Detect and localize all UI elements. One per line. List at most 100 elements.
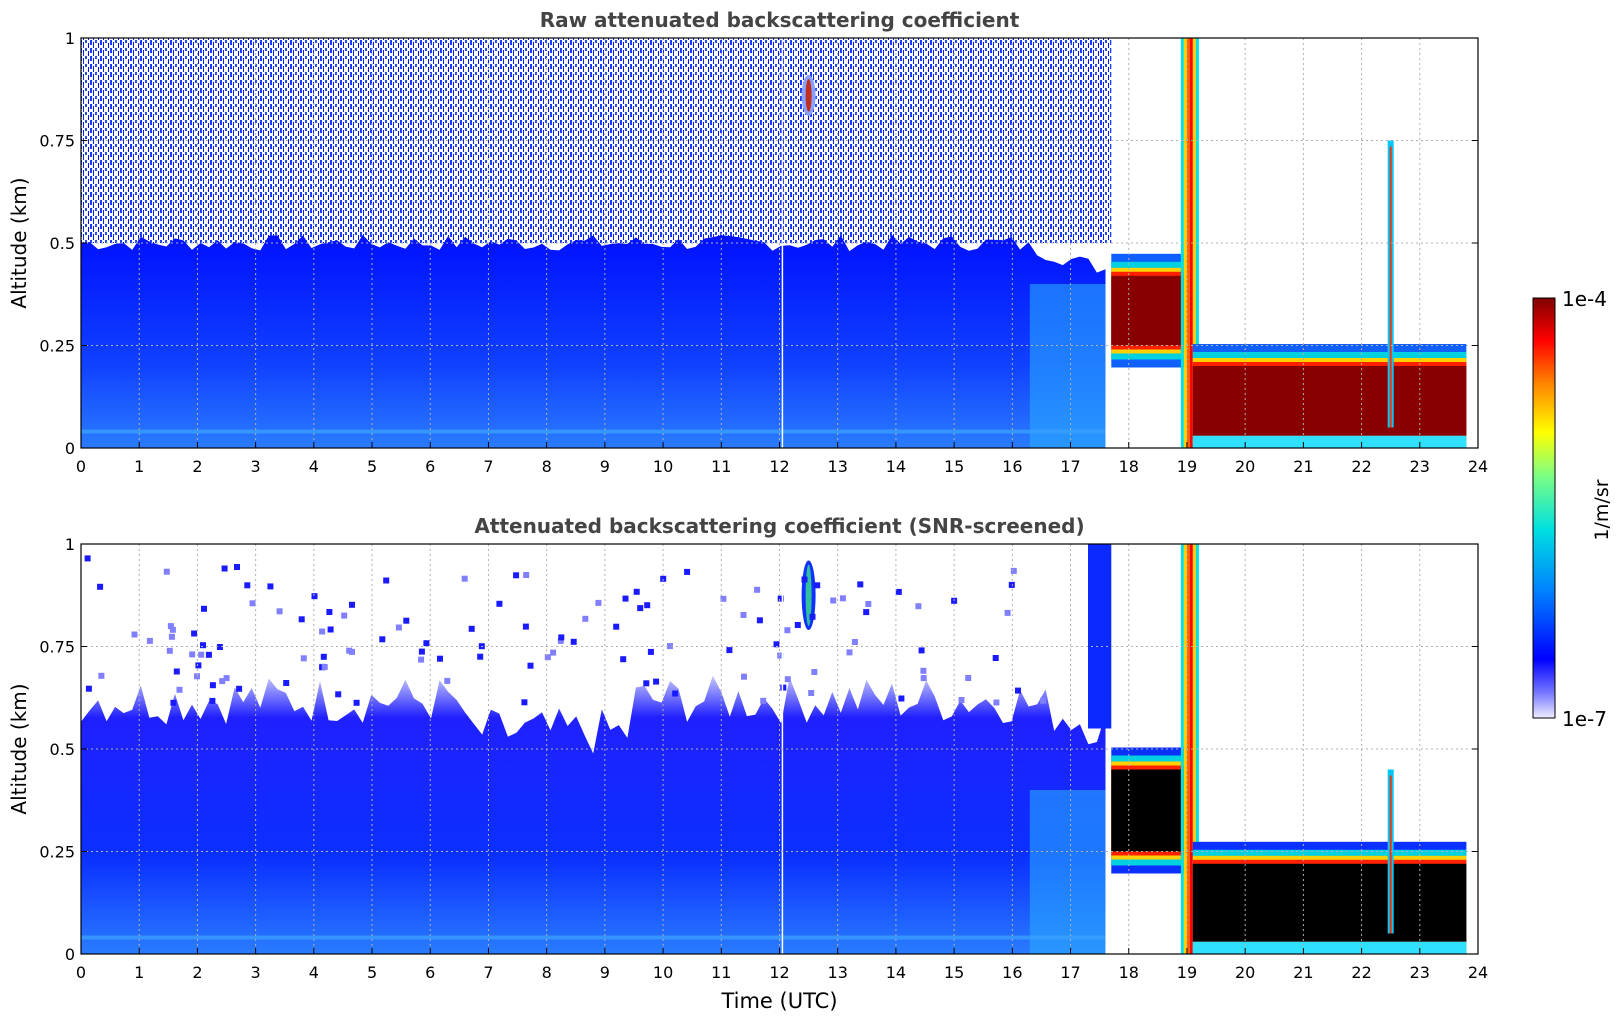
plume-strip: [1186, 544, 1190, 954]
screened-speckle: [527, 662, 534, 669]
screened-speckle: [437, 655, 443, 662]
screened-speckle: [851, 639, 858, 645]
screened-speckle: [234, 564, 240, 570]
screened-speckle: [920, 667, 927, 674]
small-plume-core: [805, 79, 812, 112]
y-tick-label: 0.75: [39, 132, 75, 151]
x-tick-label: 0: [76, 963, 86, 982]
screened-speckle: [550, 649, 557, 656]
screened-speckle: [216, 644, 223, 650]
boundary-layer-brightening: [1029, 284, 1106, 448]
colorbar-gradient: [1532, 297, 1556, 719]
x-tick-label: 4: [309, 457, 319, 476]
x-tick-label: 6: [425, 457, 435, 476]
y-tick-label: 1: [65, 29, 75, 48]
x-tick-label: 18: [1119, 963, 1139, 982]
screened-speckle: [1008, 581, 1015, 588]
screened-speckle: [341, 612, 348, 619]
x-tick-label: 16: [1002, 457, 1022, 476]
x-tick-label: 13: [828, 963, 848, 982]
screened-speckle: [918, 647, 925, 654]
x-tick-label: 7: [483, 963, 493, 982]
screened-speckle: [468, 625, 475, 632]
screened-speckle: [97, 583, 104, 590]
screened-speckle: [846, 649, 853, 656]
boundary-layer-area: [81, 675, 1106, 954]
screened-speckle: [335, 691, 342, 698]
x-tick-label: 2: [192, 457, 202, 476]
screened-speckle: [167, 623, 174, 630]
screened-speckle: [865, 601, 872, 607]
layer-core: [1111, 769, 1187, 852]
x-tick-label: 13: [828, 457, 848, 476]
screened-speckle: [644, 602, 651, 609]
y-axis-label: Altitude (km): [7, 683, 31, 814]
panel-title: Raw attenuated backscattering coefficien…: [540, 8, 1020, 32]
layer-core: [1192, 366, 1467, 436]
y-tick-label: 0.25: [39, 843, 75, 862]
screened-speckle: [209, 697, 216, 704]
screened-speckle: [557, 637, 564, 644]
plume-strip: [1183, 38, 1187, 448]
plot-frame: [80, 37, 1479, 449]
screened-speckle: [613, 623, 620, 630]
plot-frame: [80, 543, 1479, 955]
x-tick-label: 17: [1060, 963, 1080, 982]
x-tick-label: 20: [1235, 963, 1255, 982]
x-tick-label: 8: [542, 963, 552, 982]
screened-speckle: [461, 575, 468, 582]
screened-speckle: [643, 680, 650, 687]
screened-speckle: [321, 664, 328, 670]
screened-speckle: [283, 680, 290, 686]
y-tick-label: 0: [65, 439, 75, 458]
screened-speckle: [379, 636, 386, 643]
x-tick-label: 5: [367, 963, 377, 982]
screened-speckle: [319, 628, 326, 635]
x-tick-label: 21: [1293, 963, 1313, 982]
panel-title: Attenuated backscattering coefficient (S…: [474, 514, 1084, 538]
x-tick-label: 18: [1119, 457, 1139, 476]
screened-speckle: [276, 608, 283, 615]
screened-speckle: [191, 630, 198, 637]
x-tick-label: 19: [1177, 963, 1197, 982]
boundary-layer-brightening: [1029, 790, 1106, 954]
screened-speckle: [570, 638, 577, 645]
screened-speckle: [777, 595, 784, 602]
x-tick-label: 11: [711, 963, 731, 982]
screened-speckle: [170, 699, 177, 706]
screened-speckle: [915, 603, 922, 610]
x-tick-label: 1: [134, 457, 144, 476]
screened-speckle: [223, 675, 230, 682]
screened-speckle: [423, 640, 430, 647]
y-axis-label: Altitude (km): [7, 177, 31, 308]
screened-speckle: [958, 697, 965, 703]
screened-speckle: [777, 652, 784, 659]
x-tick-label: 21: [1293, 457, 1313, 476]
screened-speckle: [720, 595, 727, 602]
colorbar-unit-label: 1/m/sr: [1591, 479, 1613, 540]
screened-speckle: [496, 600, 503, 607]
x-tick-label: 15: [944, 963, 964, 982]
screened-speckle: [267, 583, 274, 590]
x-tick-label: 3: [251, 457, 261, 476]
plume-strip: [1186, 38, 1190, 448]
x-tick-label: 12: [769, 963, 789, 982]
screened-speckle: [1040, 697, 1047, 704]
x-tick-label: 7: [483, 457, 493, 476]
plume-strip: [1192, 544, 1196, 954]
screened-speckle: [1010, 567, 1017, 574]
screened-speckle: [633, 588, 640, 595]
screened-speckle: [667, 643, 673, 650]
screened-speckle: [920, 675, 927, 682]
screened-speckle: [1015, 687, 1021, 694]
x-tick-label: 23: [1410, 457, 1430, 476]
screened-speckle: [189, 651, 196, 658]
y-tick-label: 0.75: [39, 638, 75, 657]
panels: 0 1 2 3 4 5 6 7 8 9 10 11 12 13 14 15 16 17 18 19 20 21 22 23 24…: [7, 8, 1488, 1013]
screened-speckle: [522, 623, 529, 630]
screened-speckle: [647, 648, 654, 655]
screened-speckle: [801, 576, 808, 583]
screened-speckle: [236, 685, 243, 692]
screened-speckle: [395, 624, 402, 631]
